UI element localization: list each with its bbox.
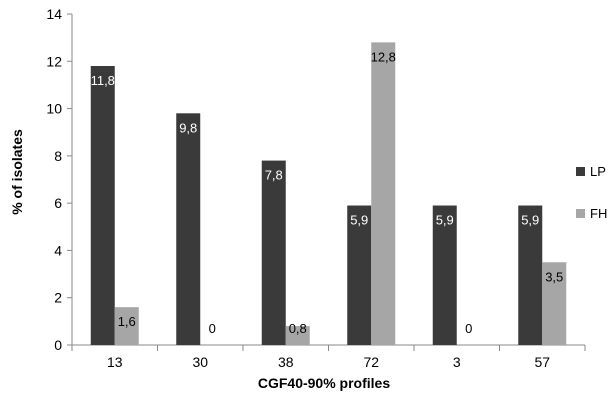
y-tick-label: 10 [46, 101, 62, 117]
y-tick-label: 14 [46, 6, 62, 22]
bars: 11,8 1,6 9,8 0 7,8 0,8 5,9 12,8 5,9 0 5,9 3,5 [91, 42, 567, 345]
data-label: 0 [209, 321, 216, 336]
y-axis: 0 2 4 6 8 10 12 14 [46, 6, 73, 353]
legend-label-lp: LP [590, 164, 606, 179]
y-tick-label: 0 [54, 337, 62, 353]
bar-fh [371, 42, 396, 345]
data-label: 1,6 [118, 314, 136, 329]
y-tick-label: 2 [54, 290, 62, 306]
bar-lp [176, 113, 201, 345]
x-axis: 13 30 38 72 3 57 [71, 344, 586, 370]
bar-fh [114, 307, 139, 345]
data-label: 11,8 [91, 73, 115, 88]
x-axis-label: CGF40-90% profiles [258, 375, 390, 391]
data-label: 5,9 [350, 213, 368, 228]
y-tick-label: 12 [46, 53, 62, 69]
x-tick-label: 38 [278, 354, 294, 370]
x-tick-label: 72 [363, 354, 379, 370]
y-axis-label: % of isolates [9, 129, 25, 215]
legend: LP FH [576, 164, 607, 221]
data-label: 7,8 [265, 168, 283, 183]
data-label: 5,9 [436, 213, 454, 228]
x-tick-label: 57 [534, 354, 550, 370]
data-label: 5,9 [521, 213, 539, 228]
bar-fh [542, 262, 567, 345]
y-tick-label: 6 [54, 195, 62, 211]
x-tick-label: 13 [107, 354, 123, 370]
x-tick-label: 3 [453, 354, 461, 370]
data-label: 0 [465, 321, 472, 336]
bar-lp [518, 205, 543, 345]
data-label: 9,8 [179, 120, 197, 135]
data-label: 3,5 [545, 269, 563, 284]
legend-swatch-fh [576, 209, 585, 218]
bar-lp [432, 205, 457, 345]
legend-swatch-lp [576, 167, 585, 176]
data-label: 0,8 [289, 321, 307, 336]
bar-lp [90, 66, 115, 345]
bar-lp [347, 205, 372, 345]
data-label: 12,8 [371, 49, 396, 64]
x-tick-label: 30 [192, 354, 208, 370]
bar-lp [261, 160, 286, 345]
legend-label-fh: FH [590, 206, 607, 221]
y-tick-label: 4 [54, 242, 62, 258]
bar-fh [285, 326, 310, 345]
y-tick-label: 8 [54, 148, 62, 164]
